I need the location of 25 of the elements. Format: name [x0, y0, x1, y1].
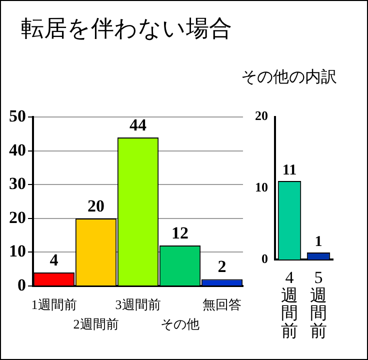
y-tick-label: 30 — [9, 174, 26, 194]
chart-title: その他の内訳 — [241, 68, 337, 88]
y-tick-label: 50 — [9, 106, 26, 126]
data-label: 12 — [172, 223, 188, 242]
x-tick-label: 4週間前 — [281, 268, 298, 341]
x-tick-label: その他 — [160, 316, 200, 332]
y-tick-label: 10 — [9, 242, 26, 261]
data-label: 44 — [130, 115, 147, 134]
y-tick-label: 0 — [262, 250, 268, 266]
chart-title: 転居を伴わない場合 — [21, 15, 232, 43]
x-tick-label: 5週間前 — [310, 268, 327, 341]
data-label: 4 — [50, 250, 59, 270]
y-tick-label: 40 — [9, 140, 26, 160]
x-tick-label: 1週間前 — [31, 297, 77, 312]
x-tick-label: 3週間前 — [115, 297, 161, 312]
data-label: 2 — [218, 257, 226, 276]
data-label: 20 — [88, 196, 104, 216]
y-tick-label: 20 — [255, 108, 268, 124]
data-label: 11 — [282, 162, 297, 178]
x-tick-label: 2週間前 — [73, 316, 119, 332]
y-tick-label: 10 — [255, 180, 268, 195]
x-tick-label: 無回答 — [202, 297, 242, 312]
data-label: 1 — [314, 234, 322, 250]
y-tick-label: 0 — [18, 275, 26, 294]
y-tick-label: 20 — [9, 208, 26, 227]
